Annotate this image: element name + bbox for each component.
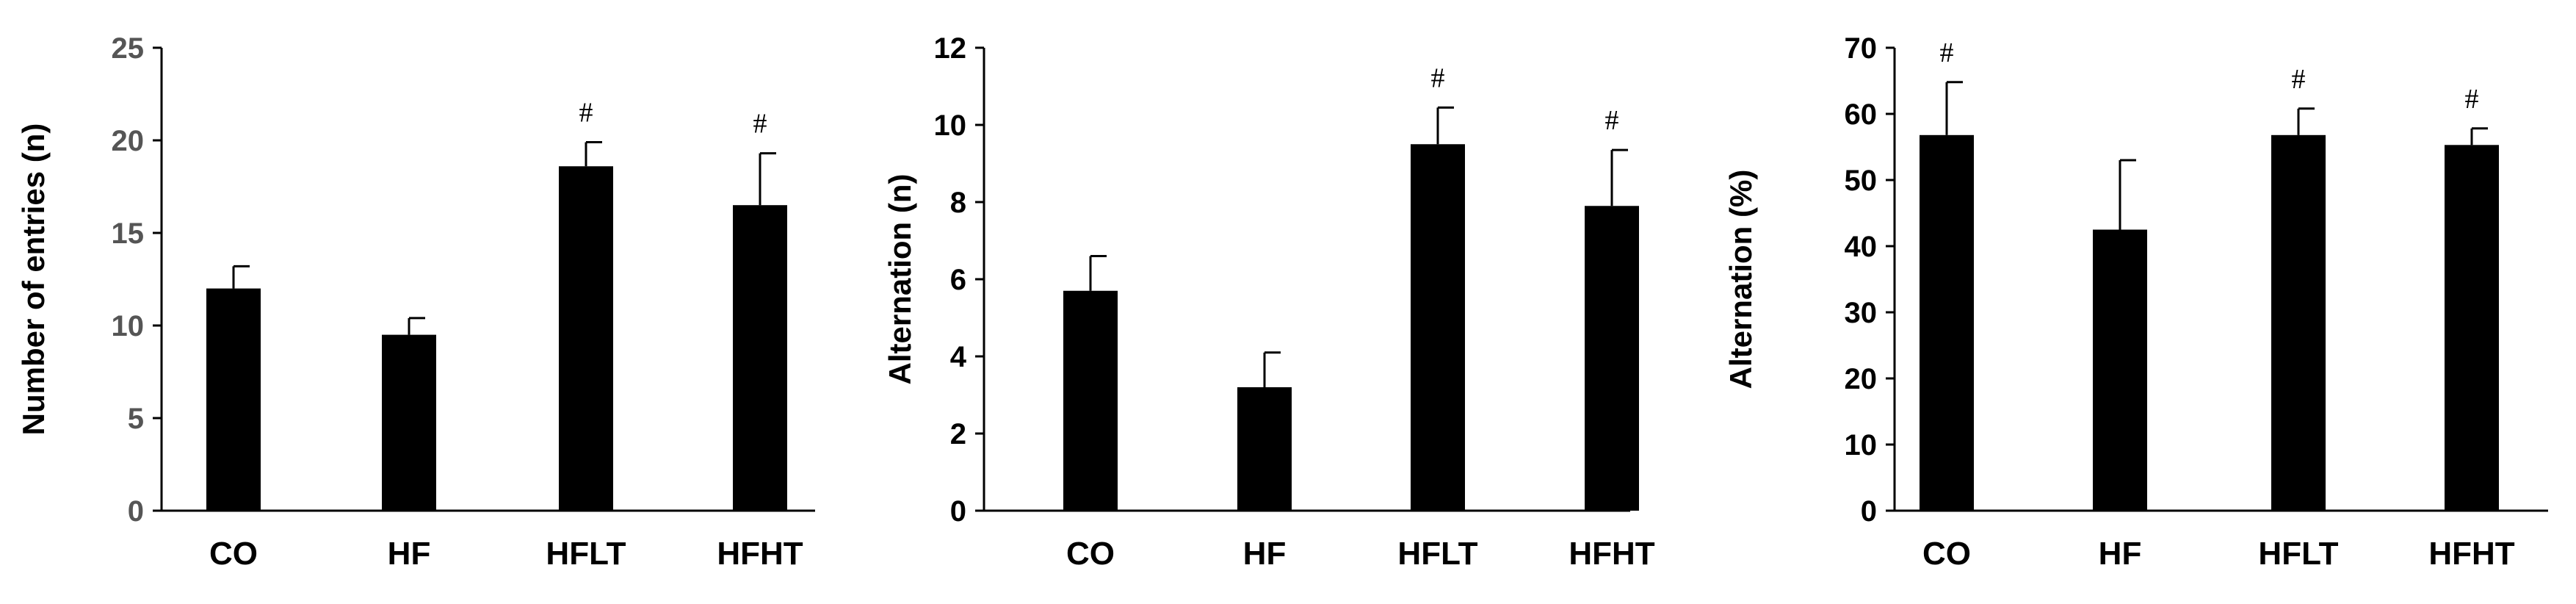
y-axis-title: Alternation (n) [883,174,917,385]
significance-mark-hflt: # [1431,62,1445,93]
y-axis-title: Alternation (%) [1723,170,1758,389]
significance-mark-hfht: # [753,109,767,140]
significance-mark-hfht: # [1605,105,1619,136]
bar-hfht [2445,145,2499,511]
y-tick-label: 0 [1861,495,1877,528]
y-tick-label: 5 [128,403,144,435]
y-tick-label: 25 [112,32,145,65]
y-tick-label: 0 [950,495,966,528]
category-label-hf: HF [388,536,431,572]
category-label-hflt: HFLT [1397,536,1477,572]
bar-hf [382,334,436,511]
y-tick-label: 50 [1845,165,1878,197]
category-label-hfht: HFHT [717,536,803,572]
category-label-hf: HF [2099,536,2142,572]
category-label-co: CO [1922,536,1971,572]
y-tick-label: 0 [128,495,144,528]
bar-hflt [559,166,613,511]
bar-hfht [1585,206,1639,511]
chart-panel-alternation-count: 0 2 4 6 8 10 12 Alternation (n) CO HF HFLT # HFHT # [883,32,1655,572]
y-tick-label: 10 [934,109,967,142]
y-tick-label: 20 [112,125,145,157]
y-tick-label: 2 [950,418,966,450]
bar-hfht [733,205,787,511]
chart-panel-alternation-percent: 0 10 20 30 40 50 60 70 Alternation (%) CO # HF HFLT #… [1723,32,2548,572]
y-tick-label: 60 [1845,98,1878,131]
bar-hflt [2271,134,2326,511]
y-tick-label: 10 [112,310,145,342]
category-label-co: CO [209,536,258,572]
category-label-co: CO [1066,536,1115,572]
bar-co [1063,290,1118,511]
category-label-hflt: HFLT [2258,536,2338,572]
significance-mark-hflt: # [579,98,593,129]
category-label-hf: HF [1243,536,1287,572]
significance-mark-co: # [1940,37,1954,68]
y-tick-label: 70 [1845,32,1878,65]
y-tick-label: 15 [112,217,145,250]
significance-mark-hfht: # [2465,84,2479,115]
y-tick-label: 10 [1845,429,1878,461]
y-tick-label: 30 [1845,297,1878,329]
y-tick-label: 40 [1845,231,1878,263]
y-tick-label: 6 [950,264,966,296]
bar-co [1920,134,1974,511]
bar-hf [1237,387,1292,511]
y-axis-title: Number of entries (n) [16,123,51,436]
y-tick-label: 20 [1845,363,1878,395]
chart-panel-entries: 0 5 10 15 20 25 Number of entries (n) CO HF HFLT #… [16,32,815,572]
category-label-hfht: HFHT [1569,536,1654,572]
bar-co [206,288,261,511]
bar-hflt [1411,144,1465,511]
y-tick-label: 8 [950,187,966,219]
y-tick-label: 4 [950,341,967,373]
category-label-hflt: HFLT [546,536,626,572]
y-tick-label: 12 [934,32,967,65]
significance-mark-hflt: # [2292,64,2306,95]
bar-hf [2093,229,2147,511]
category-label-hfht: HFHT [2428,536,2514,572]
